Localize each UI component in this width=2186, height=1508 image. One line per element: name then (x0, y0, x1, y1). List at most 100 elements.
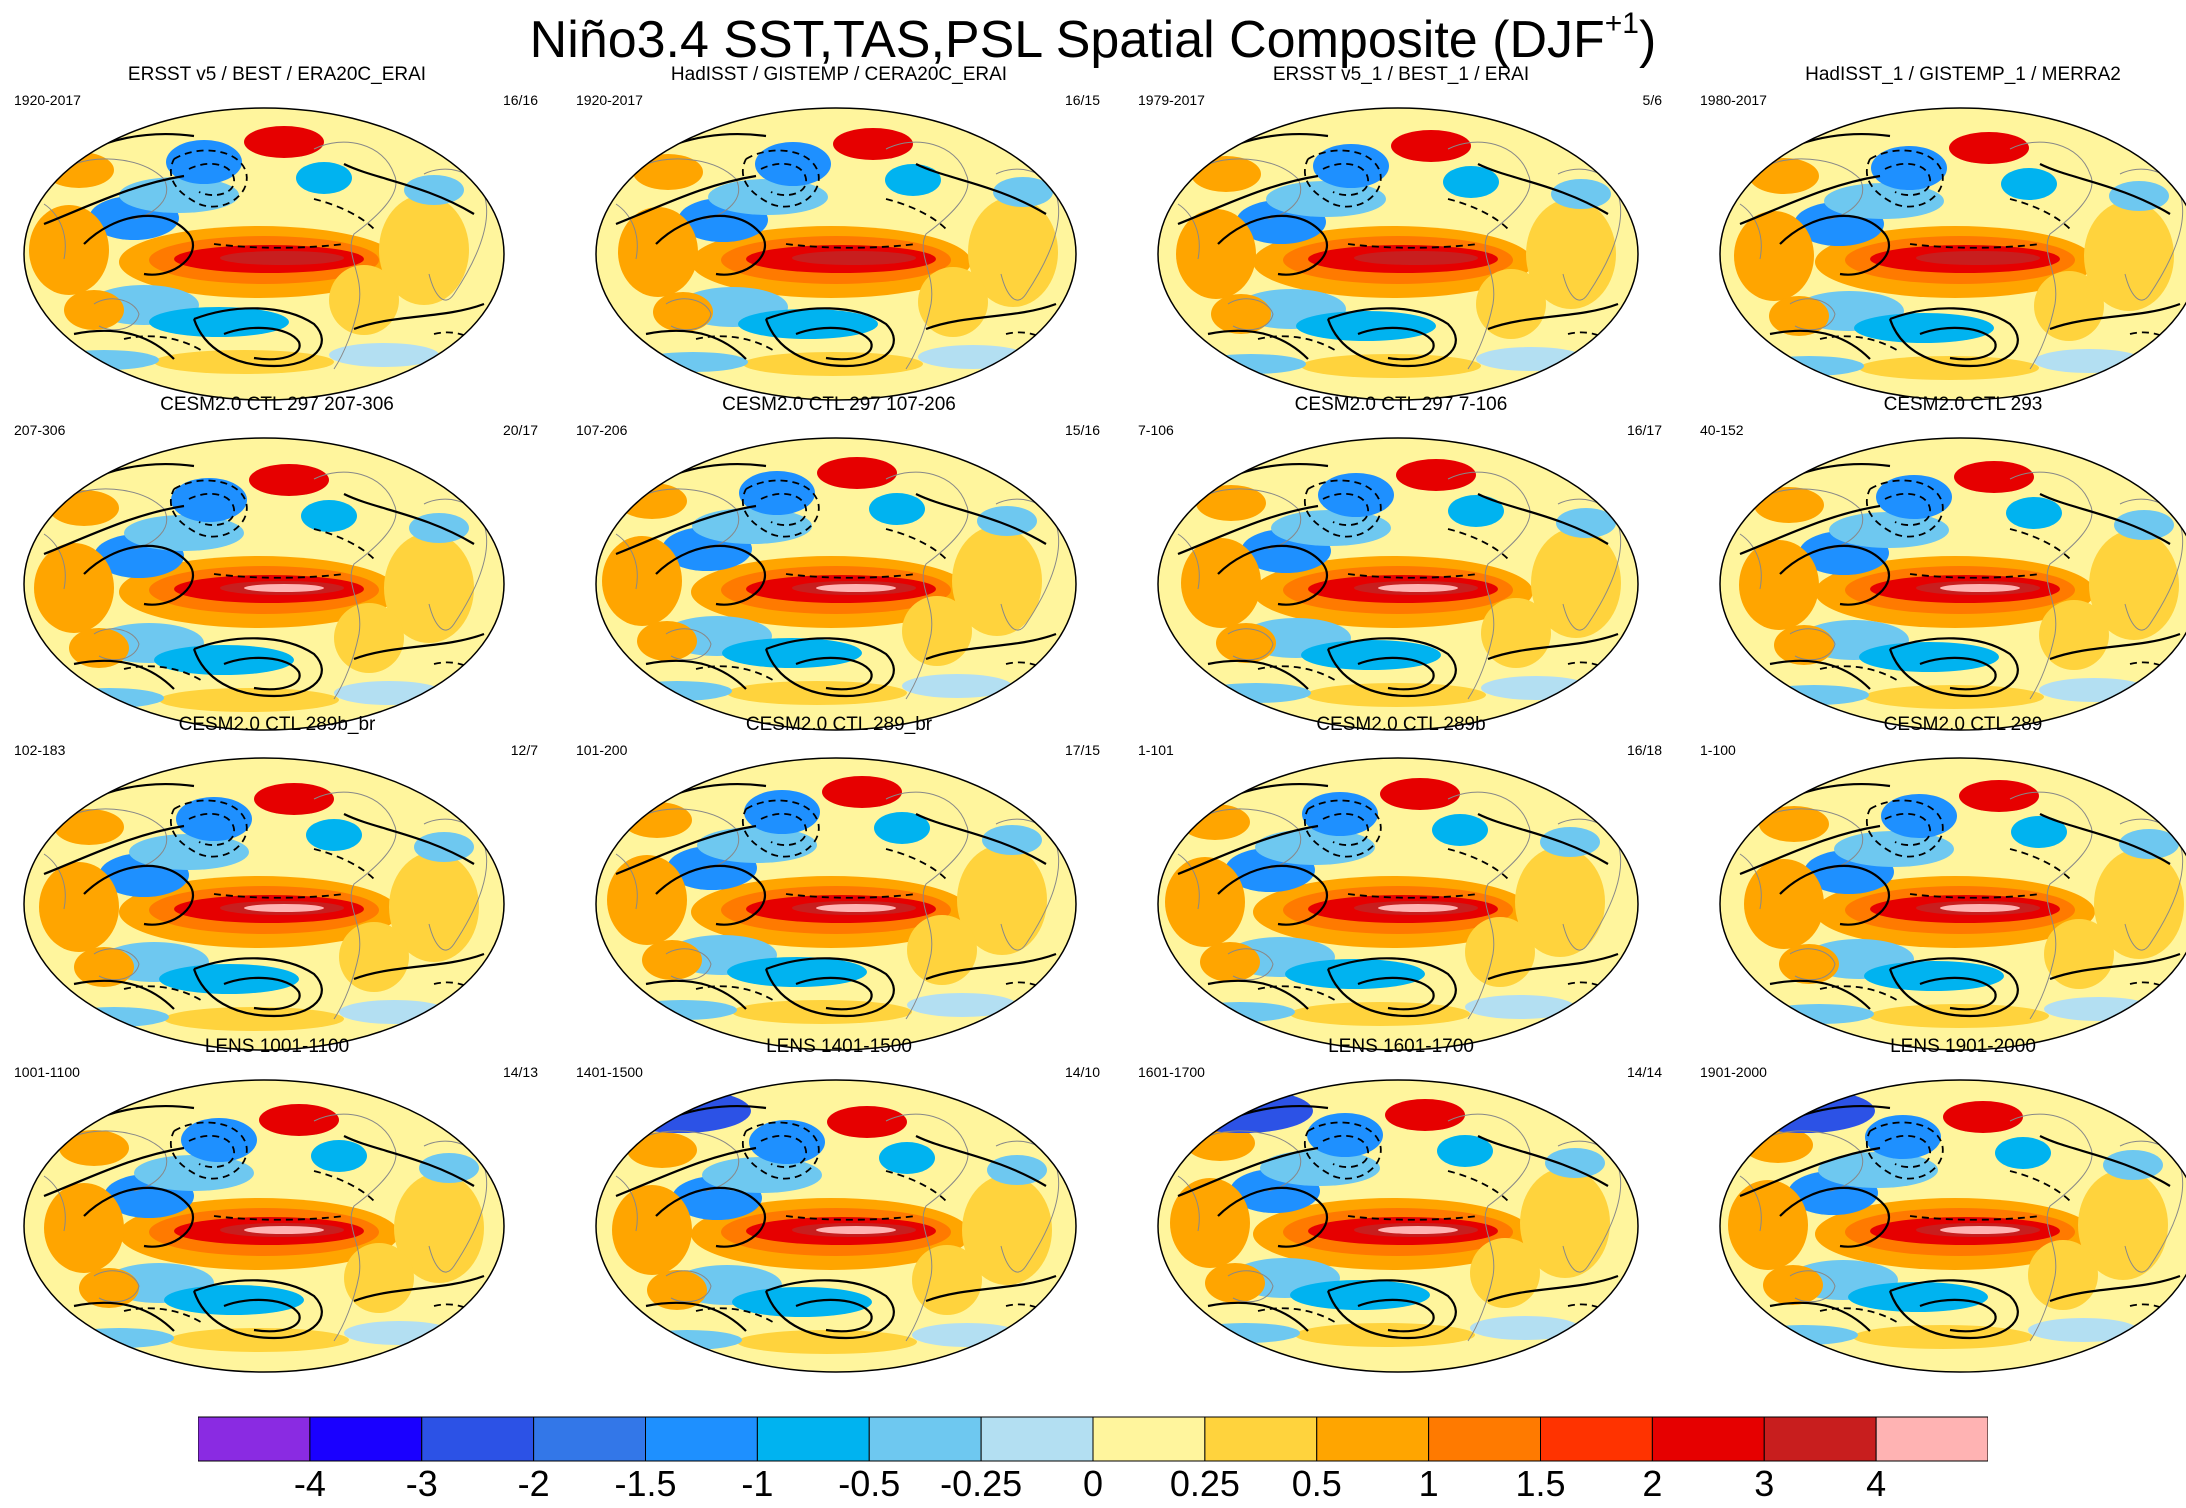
composite-map (23, 1079, 505, 1373)
composite-map (595, 757, 1077, 1051)
composite-map (1719, 107, 2186, 401)
map-panel: HadISST / GISTEMP / CERA20C_ERAI 1920-201… (566, 64, 1112, 404)
colorbar-tick-label: -3 (405, 1463, 438, 1504)
panel-period: 207-306 (14, 422, 66, 438)
composite-map (23, 757, 505, 1051)
colorbar-swatch (756, 1416, 870, 1462)
title-superscript: +1 (1604, 7, 1639, 40)
colorbar-swatch (1651, 1416, 1765, 1462)
composite-map (23, 437, 505, 731)
colorbar-swatch (1540, 1416, 1653, 1462)
map-panel: CESM2.0 CTL 297 207-306 207-306 20/17 (4, 394, 550, 734)
map-panel: CESM2.0 CTL 289b 1-101 16/18 (1128, 714, 1674, 1054)
composite-map (1719, 437, 2186, 731)
colorbar-swatch (980, 1416, 1094, 1462)
panel-count: 20/17 (502, 422, 538, 438)
colorbar-swatch (1204, 1416, 1318, 1462)
panel-count: 16/16 (502, 92, 538, 108)
panel-count: 15/16 (1064, 422, 1100, 438)
title-close: ) (1638, 11, 1657, 69)
composite-map (1719, 757, 2186, 1051)
colorbar-swatch (1763, 1416, 1877, 1462)
colorbar-tick-label: -0.25 (940, 1463, 1023, 1504)
panel-count: 16/17 (1626, 422, 1662, 438)
panel-count: 16/18 (1626, 742, 1662, 758)
panel-period: 7-106 (1138, 422, 1174, 438)
composite-map (595, 437, 1077, 731)
colorbar-swatch (533, 1416, 646, 1462)
panel-period: 1001-1100 (14, 1064, 80, 1080)
map-panel: CESM2.0 CTL 297 7-106 7-106 16/17 (1128, 394, 1674, 734)
panel-period: 101-200 (576, 742, 628, 758)
composite-map (595, 1079, 1077, 1373)
composite-map (1719, 1079, 2186, 1373)
panel-period: 1920-2017 (14, 92, 81, 108)
panel-title: ERSST v5_1 / BEST_1 / ERAI (1272, 64, 1530, 85)
colorbar-tick-label: 0 (1082, 1463, 1104, 1504)
composite-map (595, 107, 1077, 401)
map-panel: CESM2.0 CTL 289_br 101-200 17/15 (566, 714, 1112, 1054)
panel-title: LENS 1601-1700 (1328, 1036, 1474, 1057)
map-panel: LENS 1001-1100 1001-1100 14/13 (4, 1036, 550, 1376)
panel-count: 16/15 (1064, 92, 1100, 108)
panel-title: CESM2.0 CTL 289b (1316, 714, 1486, 735)
panel-count: 14/10 (1064, 1064, 1100, 1080)
panel-period: 1920-2017 (576, 92, 643, 108)
panel-title: HadISST_1 / GISTEMP_1 / MERRA2 (1805, 64, 2121, 85)
panel-count: 17/15 (1064, 742, 1100, 758)
colorbar-swatch (198, 1416, 311, 1462)
panel-title: LENS 1901-2000 (1890, 1036, 2036, 1057)
colorbar-tick-label: -1 (741, 1463, 774, 1504)
panel-period: 1-100 (1700, 742, 1736, 758)
colorbar-tick-label: 1.5 (1515, 1463, 1566, 1504)
composite-map (1157, 437, 1639, 731)
panel-period: 1601-1700 (1138, 1064, 1205, 1080)
composite-map (1157, 757, 1639, 1051)
colorbar-swatch (868, 1416, 982, 1462)
map-panel: CESM2.0 CTL 289b_br 102-183 12/7 (4, 714, 550, 1054)
panel-count: 14/14 (1626, 1064, 1662, 1080)
panel-title: HadISST / GISTEMP / CERA20C_ERAI (670, 64, 1008, 85)
colorbar-swatch (421, 1416, 535, 1462)
map-panel: ERSST v5 / BEST / ERA20C_ERAI 1920-2017 16… (4, 64, 550, 404)
colorbar-tick-label: 0.25 (1169, 1463, 1240, 1504)
map-panel: LENS 1601-1700 1601-1700 14/14 (1128, 1036, 1674, 1376)
panel-period: 107-206 (576, 422, 628, 438)
panel-title: ERSST v5 / BEST / ERA20C_ERAI (127, 64, 427, 85)
colorbar-tick-label: -2 (517, 1463, 550, 1504)
panel-count: 14/13 (502, 1064, 538, 1080)
composite-map (1157, 107, 1639, 401)
colorbar (198, 1416, 1988, 1462)
colorbar-tick-label: -1.5 (614, 1463, 677, 1504)
panel-title: LENS 1001-1100 (204, 1036, 350, 1057)
panel-title: CESM2.0 CTL 297 7-106 (1294, 394, 1508, 415)
colorbar-swatch (1428, 1416, 1541, 1462)
colorbar-tick-label: 4 (1866, 1463, 1887, 1504)
panel-count: 5/6 (1642, 92, 1662, 108)
map-panel: CESM2.0 CTL 297 107-206 107-206 15/16 (566, 394, 1112, 734)
panel-period: 1980-2017 (1700, 92, 1767, 108)
panel-count: 12/7 (510, 742, 538, 758)
panel-period: 40-152 (1700, 422, 1744, 438)
colorbar-tick-label: -4 (293, 1463, 326, 1504)
map-panel: ERSST v5_1 / BEST_1 / ERAI 1979-2017 5/6 (1128, 64, 1674, 404)
map-panel: LENS 1401-1500 1401-1500 14/10 (566, 1036, 1112, 1376)
panel-period: 102-183 (14, 742, 66, 758)
panel-title: CESM2.0 CTL 297 207-306 (160, 394, 394, 415)
colorbar-swatch (1875, 1416, 1988, 1462)
colorbar-swatch (1092, 1416, 1206, 1462)
colorbar-tick-label: 1 (1418, 1463, 1439, 1504)
panel-period: 1901-2000 (1700, 1064, 1767, 1080)
colorbar-swatch (645, 1416, 758, 1462)
title-text: Niño3.4 SST,TAS,PSL Spatial Composite (D… (529, 11, 1605, 69)
colorbar-tick-label: 3 (1754, 1463, 1775, 1504)
panel-title: CESM2.0 CTL 293 (1883, 394, 2043, 415)
panel-title: CESM2.0 CTL 289 (1883, 714, 2043, 735)
map-panel: HadISST_1 / GISTEMP_1 / MERRA21980-20175… (1690, 64, 2186, 404)
panel-period: 1979-2017 (1138, 92, 1205, 108)
colorbar-swatch (309, 1416, 423, 1462)
panel-period: 1401-1500 (576, 1064, 643, 1080)
